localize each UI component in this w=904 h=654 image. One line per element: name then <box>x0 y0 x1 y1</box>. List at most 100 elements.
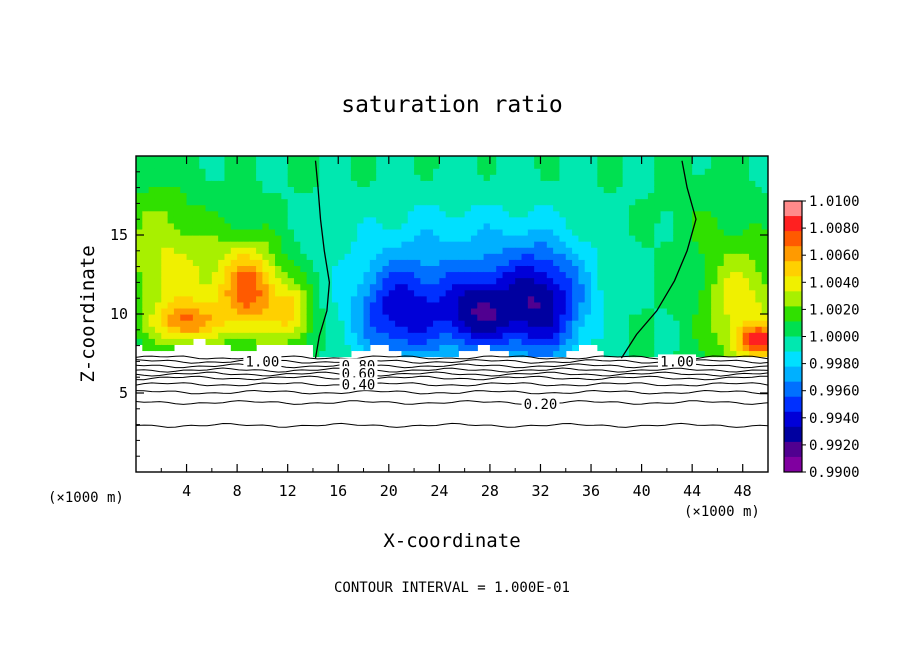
heat-cell <box>167 222 175 230</box>
heat-cell <box>736 289 744 297</box>
heat-cell <box>192 301 200 309</box>
heat-cell <box>572 198 579 206</box>
heat-cell <box>628 283 636 291</box>
heat-cell <box>622 253 630 260</box>
heat-cell <box>496 326 504 333</box>
heat-cell <box>489 265 497 273</box>
heat-cell <box>452 332 459 339</box>
heat-cell <box>711 247 719 254</box>
colorbar-swatch <box>784 201 802 217</box>
heat-cell <box>180 253 188 260</box>
heat-cell <box>148 216 156 224</box>
heat-cell <box>622 247 630 254</box>
heat-cell <box>338 295 346 303</box>
heat-cell <box>717 241 725 248</box>
heat-cell <box>287 222 295 230</box>
heat-cell <box>483 228 491 236</box>
heat-cell <box>363 180 371 187</box>
heat-cell <box>521 235 529 242</box>
heat-cell <box>344 156 352 163</box>
heat-cell <box>294 283 301 291</box>
heat-cell <box>294 222 301 230</box>
heat-cell <box>275 283 282 291</box>
heat-cell <box>647 332 655 339</box>
heat-cell <box>679 307 687 315</box>
heat-cell <box>300 210 308 218</box>
heat-cell <box>192 289 200 297</box>
heat-cell <box>730 314 737 321</box>
heat-cell <box>433 314 440 321</box>
heat-cell <box>477 332 485 339</box>
heat-cell <box>205 162 213 169</box>
heat-cell <box>521 228 529 236</box>
heat-cell <box>161 332 169 339</box>
heat-cell <box>660 174 668 181</box>
heat-cell <box>616 350 624 358</box>
heat-cell <box>527 320 535 327</box>
heat-cell <box>685 259 693 266</box>
heat-cell <box>673 228 681 236</box>
heat-cell <box>350 210 358 218</box>
heat-cell <box>306 162 314 169</box>
heat-cell <box>350 289 358 297</box>
colorbar-swatch <box>784 231 802 247</box>
heat-cell <box>755 204 763 212</box>
heat-cell <box>211 332 219 339</box>
heat-cell <box>616 162 624 169</box>
heat-cell <box>749 350 756 358</box>
heat-cell <box>578 216 586 224</box>
heat-cell <box>755 338 763 345</box>
heat-cell <box>730 320 737 327</box>
heat-cell <box>628 253 636 260</box>
heat-cell <box>755 180 763 187</box>
heat-cell <box>167 198 175 206</box>
heat-cell <box>331 301 339 309</box>
heat-cell <box>496 174 504 181</box>
heat-cell <box>502 156 510 163</box>
heat-cell <box>230 247 238 254</box>
heat-cell <box>591 326 598 333</box>
heat-cell <box>458 271 466 279</box>
heat-cell <box>616 210 624 218</box>
heat-cell <box>698 192 706 200</box>
colorbar-swatch <box>784 261 802 277</box>
heat-cell <box>464 235 472 242</box>
heat-cell <box>211 228 219 236</box>
heat-cell <box>755 289 763 297</box>
heat-cell <box>161 198 169 206</box>
heat-cell <box>704 332 712 339</box>
heat-cell <box>331 222 339 230</box>
heat-cell <box>591 156 598 163</box>
heat-cell <box>294 247 301 254</box>
heat-cell <box>711 307 719 315</box>
heat-cell <box>243 320 251 327</box>
heat-cell <box>578 156 586 163</box>
heat-cell <box>458 186 466 194</box>
heat-cell <box>666 192 674 200</box>
heat-cell <box>331 253 339 260</box>
heat-cell <box>230 295 238 303</box>
heat-cell <box>376 228 384 236</box>
heat-cell <box>521 289 529 297</box>
heat-cell <box>154 301 162 309</box>
heat-cell <box>483 174 491 181</box>
heat-cell <box>243 241 251 248</box>
heat-cell <box>142 228 150 236</box>
heat-cell <box>256 265 263 273</box>
heat-cell <box>369 253 377 260</box>
heat-cell <box>553 259 561 266</box>
heat-cell <box>192 320 200 327</box>
heat-cell <box>704 320 712 327</box>
heat-cell <box>154 259 162 266</box>
heat-cell <box>224 253 232 260</box>
heat-cell <box>357 228 365 236</box>
heat-cell <box>199 235 207 242</box>
heat-cell <box>211 156 219 163</box>
heat-cell <box>755 295 763 303</box>
heat-cell <box>382 314 390 321</box>
heat-cell <box>622 186 630 194</box>
heat-cell <box>199 326 207 333</box>
heat-cell <box>445 186 453 194</box>
heat-cell <box>148 326 156 333</box>
heat-cell <box>761 320 768 327</box>
